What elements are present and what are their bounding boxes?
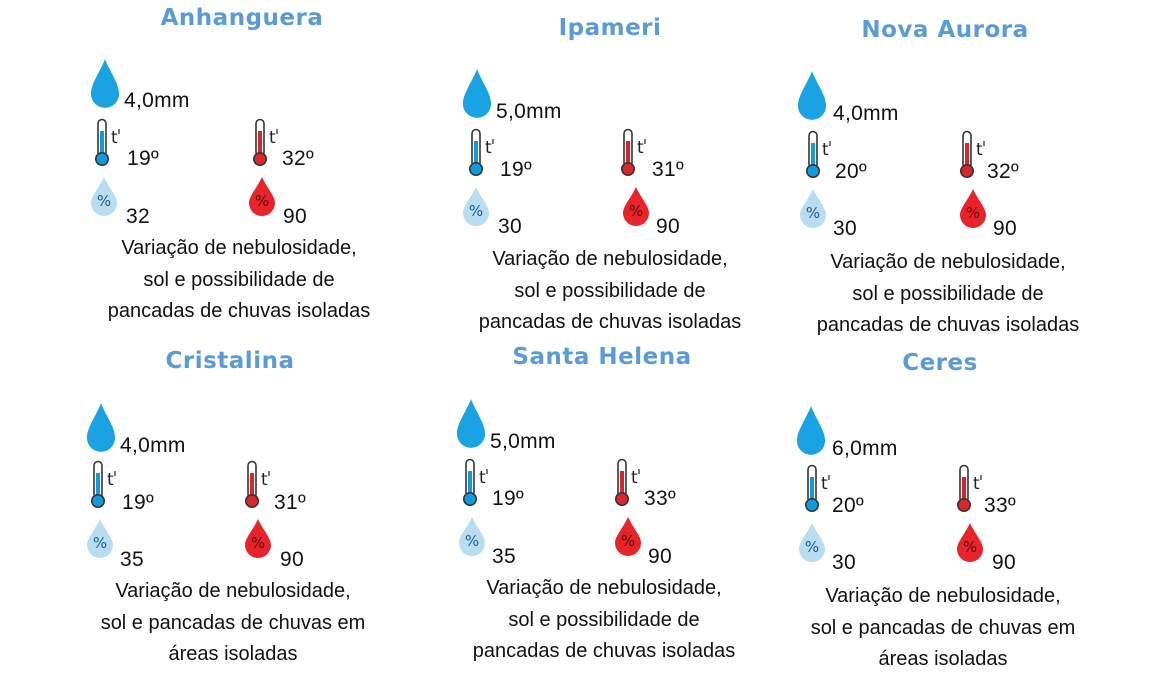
temp-min-value: 19º [492,487,524,510]
city-card-ipameri: Ipameri 5,0mm 19º 31º 30 90 Variação de … [430,0,790,340]
humidity-low-icon [90,176,118,216]
city-name: Cristalina [165,348,295,374]
thermometer-cold-icon [92,118,126,168]
rain-value: 5,0mm [490,430,556,453]
temp-max-value: 31º [274,491,306,514]
raindrop-icon [456,396,486,451]
humidity-high-icon [248,176,276,216]
rain-value: 4,0mm [833,102,899,125]
city-name: Ceres [902,350,978,376]
temp-max-value: 32º [987,160,1019,183]
humidity-min-value: 35 [492,545,516,568]
humidity-max-value: 90 [992,551,1016,574]
thermometer-hot-icon [242,460,276,510]
humidity-low-icon [86,518,114,558]
temp-max-value: 33º [984,494,1016,517]
temp-max-value: 33º [644,487,676,510]
raindrop-icon [86,400,116,455]
thermometer-cold-icon [88,460,122,510]
thermometer-cold-icon [466,128,500,178]
humidity-min-value: 30 [498,215,522,238]
humidity-low-icon [462,186,490,226]
temp-min-value: 19º [500,158,532,181]
rain-value: 5,0mm [496,100,562,123]
city-card-anhanguera: Anhanguera 4,0mm 19º 32º 32 90 Variação … [62,0,422,340]
raindrop-icon [797,68,827,123]
humidity-min-value: 30 [832,551,856,574]
forecast-description: Variação de nebulosidade, sol e pancadas… [810,585,1076,670]
raindrop-icon [462,66,492,121]
forecast-description: Variação de nebulosidade, sol e possibil… [472,577,736,662]
humidity-min-value: 32 [126,205,150,228]
city-card-cristalina: Cristalina 4,0mm 19º 31º 35 90 Variação … [50,340,410,680]
thermometer-hot-icon [250,118,284,168]
forecast-description: Variação de nebulosidade, sol e pancadas… [100,580,366,665]
temp-max-value: 31º [652,158,684,181]
humidity-low-icon [799,188,827,228]
humidity-high-icon [622,186,650,226]
humidity-max-value: 90 [656,215,680,238]
city-card-nova-aurora: Nova Aurora 4,0mm 20º 32º 30 90 Variação… [765,0,1125,340]
thermometer-cold-icon [802,464,836,514]
forecast-description: Variação de nebulosidade, sol e possibil… [816,251,1080,336]
temp-min-value: 19º [127,147,159,170]
humidity-max-value: 90 [648,545,672,568]
humidity-high-icon [244,518,272,558]
forecast-description: Variação de nebulosidade, sol e possibil… [107,237,371,322]
city-name: Nova Aurora [861,17,1029,43]
humidity-max-value: 90 [993,217,1017,240]
temp-min-value: 19º [122,491,154,514]
humidity-low-icon [798,522,826,562]
raindrop-icon [90,56,120,111]
humidity-max-value: 90 [280,548,304,571]
temp-min-value: 20º [835,160,867,183]
humidity-max-value: 90 [283,205,307,228]
thermometer-hot-icon [954,464,988,514]
temp-min-value: 20º [832,494,864,517]
humidity-low-icon [458,516,486,556]
city-card-ceres: Ceres 6,0mm 20º 33º 30 90 Variação de ne… [760,340,1120,680]
thermometer-hot-icon [612,458,646,508]
thermometer-hot-icon [618,128,652,178]
city-name: Ipameri [558,15,662,41]
humidity-min-value: 35 [120,548,144,571]
forecast-description: Variação de nebulosidade, sol e possibil… [478,248,742,333]
humidity-high-icon [959,188,987,228]
rain-value: 6,0mm [832,437,898,460]
thermometer-cold-icon [803,130,837,180]
rain-value: 4,0mm [120,434,186,457]
rain-value: 4,0mm [124,89,190,112]
temp-max-value: 32º [282,147,314,170]
humidity-min-value: 30 [833,217,857,240]
city-name: Santa Helena [512,344,692,370]
raindrop-icon [796,403,826,458]
thermometer-hot-icon [957,130,991,180]
humidity-high-icon [614,516,642,556]
city-name: Anhanguera [160,5,324,31]
thermometer-cold-icon [460,458,494,508]
city-card-santa-helena: Santa Helena 5,0mm 19º 33º 35 90 Variaçã… [422,340,782,680]
humidity-high-icon [956,522,984,562]
